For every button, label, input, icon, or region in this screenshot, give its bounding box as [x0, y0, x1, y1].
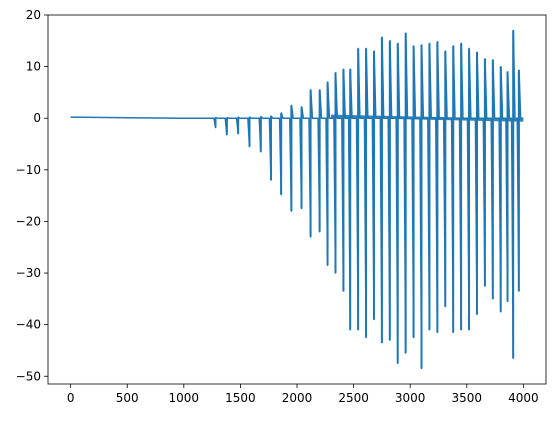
plot-area [70, 29, 524, 370]
x-tick-label: 4000 [508, 391, 539, 405]
y-axis: 20 10 0 −10 −20 −30 −40 −50 [16, 8, 48, 383]
x-tick-label: 1000 [169, 391, 200, 405]
x-tick-label: 1500 [225, 391, 256, 405]
y-tick-label: −30 [16, 266, 41, 280]
x-tick-label: 3000 [395, 391, 426, 405]
noise-band [330, 114, 524, 122]
y-tick-label: −20 [16, 214, 41, 228]
x-tick-label: 0 [67, 391, 75, 405]
x-axis: 0 500 1000 1500 2000 2500 3000 3500 4000 [67, 384, 539, 405]
x-tick-label: 500 [116, 391, 139, 405]
x-tick-label: 3500 [451, 391, 482, 405]
y-tick-label: 10 [26, 60, 41, 74]
x-tick-label: 2500 [338, 391, 369, 405]
y-tick-label: −40 [16, 318, 41, 332]
y-tick-label: −50 [16, 369, 41, 383]
y-tick-label: 20 [26, 8, 41, 22]
y-tick-label: 0 [33, 111, 41, 125]
x-tick-label: 2000 [282, 391, 313, 405]
y-tick-label: −10 [16, 163, 41, 177]
axes-frame [47, 14, 547, 385]
